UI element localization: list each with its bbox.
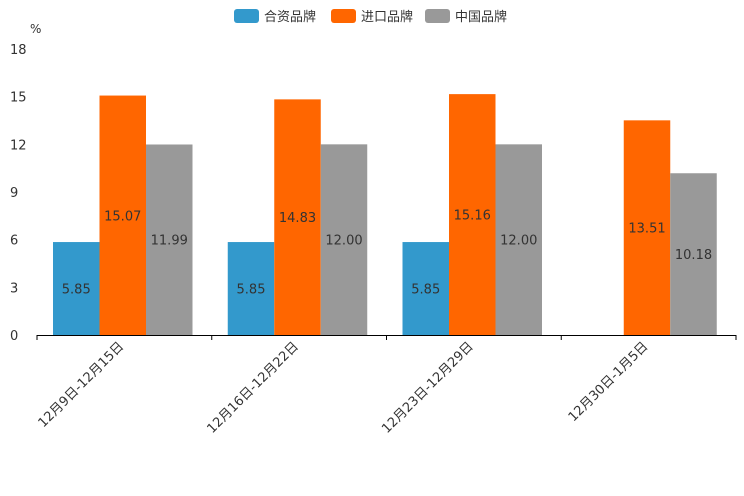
y-tick-label: 0: [10, 329, 18, 344]
legend-swatch: [234, 9, 259, 23]
legend-label: 合资品牌: [264, 9, 316, 25]
x-tick-label: 12月16日-12月22日: [204, 339, 301, 436]
bar: [146, 144, 193, 335]
bar-value-label: 15.16: [454, 209, 491, 224]
x-tick-label: 12月23日-12月29日: [379, 339, 476, 436]
y-tick-label: 6: [10, 234, 18, 249]
y-axis: 0 3 6 9 12 15 18: [10, 43, 27, 344]
x-axis: 12月9日-12月15日 12月16日-12月22日 12月23日-12月29日 12…: [36, 335, 737, 437]
legend-swatch: [425, 9, 450, 23]
bars: [53, 94, 717, 336]
y-axis-unit-label: %: [30, 22, 41, 36]
y-tick-label: 15: [10, 91, 27, 106]
bar: [274, 99, 321, 336]
bar: [402, 242, 449, 335]
bar: [623, 120, 671, 335]
bar-value-label: 15.07: [104, 209, 141, 224]
bar: [670, 173, 717, 335]
bar-value-label: 5.85: [411, 283, 440, 298]
legend-label: 进口品牌: [361, 9, 413, 25]
bar: [495, 144, 542, 335]
x-tick-label: 12月9日-12月15日: [36, 339, 128, 431]
bar-value-label: 13.51: [628, 222, 665, 237]
bar-value-label: 5.85: [237, 283, 266, 298]
bar-value-label: 5.85: [62, 283, 91, 298]
bar-labels: 5.85 5.85 5.85 15.07 14.83 15.16 13.51 11.99 12.…: [62, 209, 712, 298]
legend-swatch: [331, 9, 356, 23]
bar: [99, 95, 146, 335]
bar: [449, 94, 496, 335]
bar: [320, 144, 368, 335]
legend-label: 中国品牌: [455, 9, 507, 25]
y-tick-label: 3: [10, 281, 18, 296]
y-tick-label: 12: [10, 138, 27, 153]
y-tick-label: 18: [10, 43, 27, 58]
legend: 合资品牌 进口品牌 中国品牌: [234, 9, 507, 25]
y-tick-label: 9: [10, 186, 18, 201]
bar: [53, 242, 100, 335]
bar-value-label: 14.83: [279, 211, 316, 226]
bar-value-label: 12.00: [500, 234, 537, 249]
bar-value-label: 10.18: [675, 248, 712, 263]
bar: [227, 242, 275, 335]
bar-value-label: 12.00: [325, 234, 362, 249]
bar-value-label: 11.99: [151, 234, 188, 249]
x-tick-label: 12月30日-1月5日: [566, 339, 652, 425]
